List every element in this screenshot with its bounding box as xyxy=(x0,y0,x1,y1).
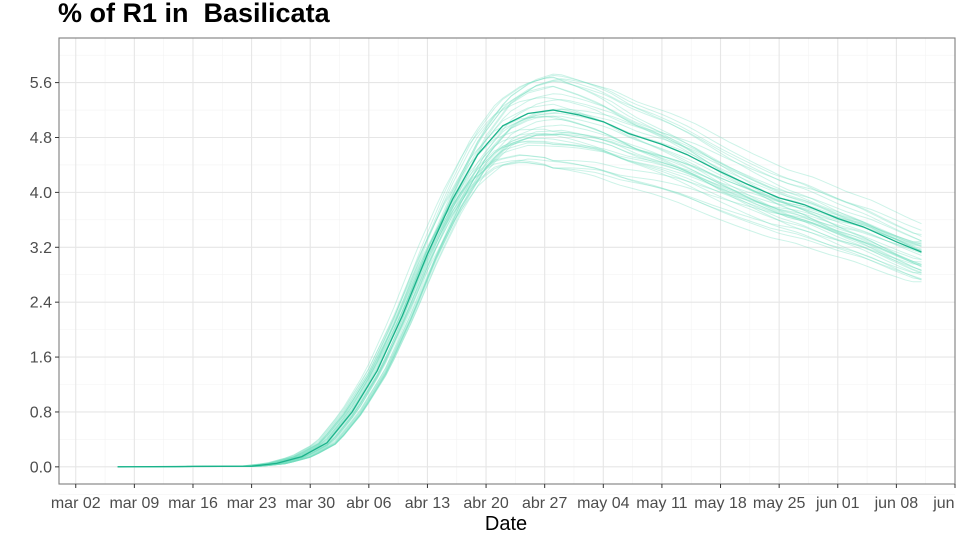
ensemble-line xyxy=(117,85,922,468)
x-tick-label: jun 01 xyxy=(815,495,860,512)
x-tick-label: mar 02 xyxy=(51,495,101,512)
x-tick-label: may 25 xyxy=(753,495,806,512)
x-tick-label: may 18 xyxy=(694,495,747,512)
ensemble-line xyxy=(117,112,922,468)
ensemble-line xyxy=(117,73,922,468)
ensemble-line xyxy=(117,110,922,468)
ensemble-line xyxy=(117,159,922,468)
x-tick-label: may 04 xyxy=(577,495,630,512)
ensemble-line xyxy=(117,141,922,468)
x-tick-label: mar 16 xyxy=(168,495,218,512)
ensemble-line xyxy=(117,124,922,468)
ensemble-line xyxy=(117,115,922,468)
y-tick-label: 5.6 xyxy=(30,75,52,92)
plot-frame xyxy=(58,37,956,485)
ensemble-line xyxy=(117,133,922,468)
y-tick-label: 2.4 xyxy=(30,295,52,312)
ensemble-line xyxy=(117,154,922,468)
ensemble-line xyxy=(117,161,922,468)
y-tick-label: 4.8 xyxy=(30,130,52,147)
ensemble-line xyxy=(117,144,922,468)
grid-layer xyxy=(59,38,956,495)
ensemble-line xyxy=(117,77,922,468)
ensemble-line xyxy=(117,129,922,468)
x-axis-title: Date xyxy=(485,513,527,535)
x-tick-label: abr 27 xyxy=(522,495,567,512)
ensemble-line xyxy=(117,118,922,468)
ensemble-line xyxy=(117,133,922,468)
ensemble-line xyxy=(117,93,922,468)
plot-border xyxy=(58,37,956,485)
x-tick-label: mar 23 xyxy=(227,495,277,512)
x-tick-label: abr 06 xyxy=(346,495,391,512)
ensemble-line xyxy=(117,140,922,468)
ensemble-line xyxy=(117,128,922,468)
y-tick-label: 1.6 xyxy=(30,350,52,367)
y-tick-label: 0.8 xyxy=(30,404,52,421)
ensemble-line xyxy=(117,85,922,468)
chart-title: % of R1 in Basilicata xyxy=(58,0,330,28)
ensemble-line xyxy=(117,96,922,468)
ensemble-line xyxy=(117,115,922,468)
x-tick-label: abr 20 xyxy=(463,495,508,512)
axis-ticks: 0.0 0.8 1.6 2.4 3.2 4.0 4.8 5.6 mar 02 mar 09 mar … xyxy=(30,75,960,512)
x-tick-label: mar 09 xyxy=(109,495,159,512)
x-tick-label: mar 30 xyxy=(285,495,335,512)
y-tick-label: 0.0 xyxy=(30,459,52,476)
median-line-layer xyxy=(117,109,922,468)
y-tick-label: 4.0 xyxy=(30,185,52,202)
median-line xyxy=(117,109,922,468)
y-tick-label: 3.2 xyxy=(30,240,52,257)
ensemble-line xyxy=(117,142,922,468)
x-tick-label: may 11 xyxy=(636,495,687,512)
x-tick-label: jun 08 xyxy=(874,495,919,512)
x-tick-label: abr 13 xyxy=(405,495,450,512)
ensemble-line xyxy=(117,154,922,468)
ensemble-line xyxy=(117,158,922,468)
ensemble-lines xyxy=(117,73,922,468)
ensemble-line xyxy=(117,115,922,468)
x-tick-label: jun 15 xyxy=(932,495,960,512)
